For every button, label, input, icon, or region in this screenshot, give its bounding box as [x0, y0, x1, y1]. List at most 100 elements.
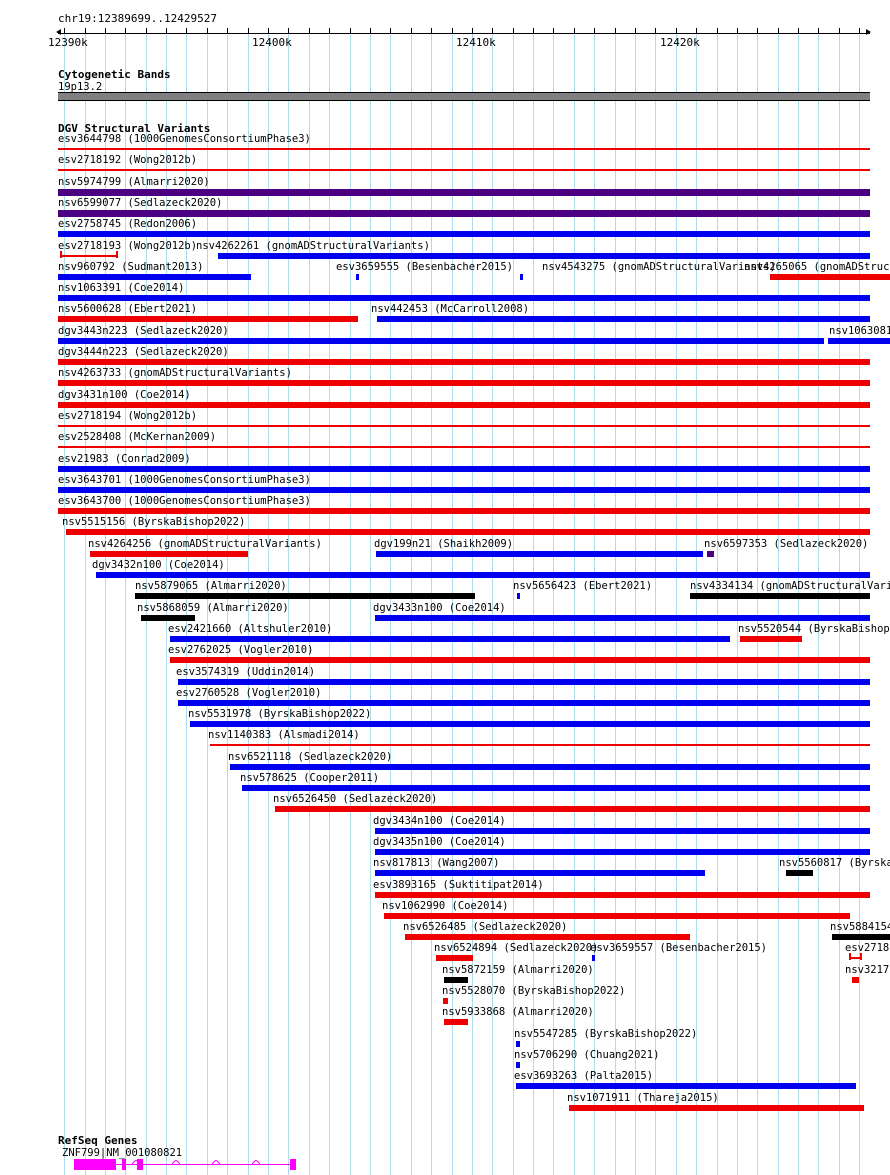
dgv-feature-label[interactable]: dgv3433n100 (Coe2014)	[373, 601, 506, 614]
dgv-feature-label[interactable]: nsv5933868 (Almarri2020)	[442, 1006, 594, 1019]
dgv-feature-label[interactable]: nsv4264256 (gnomADStructuralVariants)	[88, 537, 322, 550]
dgv-feature-bar[interactable]	[58, 446, 870, 449]
dgv-feature-bar[interactable]	[66, 529, 870, 536]
dgv-feature-label[interactable]: esv3693263 (Palta2015)	[514, 1070, 654, 1083]
dgv-feature-bar[interactable]	[852, 976, 859, 983]
dgv-feature-label[interactable]: nsv4543275 (gnomADStructuralVariants)	[542, 260, 776, 273]
dgv-feature-bar[interactable]	[60, 254, 117, 257]
dgv-feature-label[interactable]: esv2718192 (Wong2012b)	[58, 154, 198, 167]
dgv-feature-label[interactable]: nsv5547285 (ByrskaBishop2022)	[514, 1027, 698, 1040]
dgv-feature-bar[interactable]	[786, 870, 813, 877]
dgv-feature-label[interactable]: nsv5879065 (Almarri2020)	[135, 580, 287, 593]
dgv-feature-label[interactable]: nsv4263733 (gnomADStructuralVariants)	[58, 367, 292, 380]
dgv-feature-label[interactable]: nsv1062990 (Coe2014)	[382, 899, 509, 912]
dgv-feature-bar[interactable]	[230, 763, 870, 770]
dgv-feature-bar[interactable]	[178, 678, 870, 685]
dgv-feature-bar[interactable]	[58, 188, 870, 196]
dgv-feature-label[interactable]: nsv1063081	[829, 324, 890, 337]
dgv-feature-bar[interactable]	[58, 169, 870, 172]
dgv-feature-bar[interactable]	[178, 699, 870, 706]
dgv-feature-label[interactable]: esv3659555 (Besenbacher2015)	[336, 260, 514, 273]
dgv-feature-bar[interactable]	[218, 252, 870, 259]
dgv-feature-bar[interactable]	[832, 934, 890, 941]
dgv-feature-bar[interactable]	[405, 934, 690, 941]
dgv-feature-label[interactable]: esv2718193 (Wong2012b)	[58, 239, 198, 252]
dgv-feature-bar[interactable]	[375, 827, 870, 834]
dgv-feature-label[interactable]: nsv5560817 (ByrskaBishop2022)	[779, 857, 890, 870]
dgv-feature-label[interactable]: dgv3443n223 (Sedlazeck2020)	[58, 324, 229, 337]
dgv-feature-label[interactable]: esv3644798 (1000GenomesConsortiumPhase3)	[58, 133, 311, 145]
dgv-feature-label[interactable]: nsv6599077 (Sedlazeck2020)	[58, 196, 223, 209]
refseq-exon[interactable]	[74, 1159, 116, 1170]
dgv-feature-bar[interactable]	[58, 148, 870, 150]
dgv-feature-label[interactable]: esv3659557 (Besenbacher2015)	[590, 942, 768, 955]
dgv-feature-bar[interactable]	[376, 550, 703, 557]
dgv-feature-bar[interactable]	[96, 572, 870, 578]
dgv-feature-bar[interactable]	[58, 486, 870, 493]
dgv-feature-label[interactable]: nsv1071911 (Thareja2015)	[567, 1091, 719, 1104]
dgv-feature-label[interactable]: nsv5515156 (ByrskaBishop2022)	[62, 516, 246, 529]
dgv-feature-bar[interactable]	[170, 635, 730, 642]
dgv-feature-label[interactable]: esv2718194 (Wong2012b)	[58, 409, 198, 422]
dgv-feature-bar[interactable]	[58, 273, 251, 280]
dgv-feature-label[interactable]: nsv6526450 (Sedlazeck2020)	[273, 793, 438, 806]
dgv-feature-bar[interactable]	[375, 614, 870, 621]
dgv-feature-label[interactable]: nsv3217	[845, 963, 890, 976]
dgv-feature-bar[interactable]	[690, 593, 870, 600]
dgv-feature-label[interactable]: dgv199n21 (Shaikh2009)	[374, 537, 514, 550]
dgv-feature-label[interactable]: nsv4265065 (gnomADStructuralVariants)	[744, 260, 890, 273]
dgv-feature-bar[interactable]	[444, 1019, 468, 1026]
dgv-feature-bar[interactable]	[356, 273, 359, 280]
dgv-feature-bar[interactable]	[375, 848, 870, 855]
dgv-feature-label[interactable]: nsv4334134 (gnomADStructuralVariants)	[690, 580, 890, 593]
dgv-feature-bar[interactable]	[170, 657, 870, 664]
dgv-feature-label[interactable]: esv2758745 (Redon2006)	[58, 218, 198, 231]
dgv-feature-label[interactable]: nsv960792 (Sudmant2013)	[58, 260, 204, 273]
dgv-feature-bar[interactable]	[384, 912, 850, 919]
dgv-feature-bar[interactable]	[58, 465, 870, 472]
dgv-feature-bar[interactable]	[58, 316, 358, 323]
dgv-feature-bar[interactable]	[740, 635, 802, 642]
dgv-feature-bar[interactable]	[58, 380, 870, 387]
dgv-feature-label[interactable]: esv3893165 (Suktitipat2014)	[373, 878, 544, 891]
dgv-feature-bar[interactable]	[58, 209, 870, 217]
dgv-feature-bar[interactable]	[569, 1104, 864, 1111]
dgv-feature-label[interactable]: nsv817813 (Wang2007)	[373, 857, 500, 870]
dgv-feature-label[interactable]: esv2528408 (McKernan2009)	[58, 431, 217, 444]
dgv-feature-bar[interactable]	[516, 1040, 520, 1047]
dgv-feature-bar[interactable]	[443, 998, 448, 1004]
dgv-feature-label[interactable]: nsv5528070 (ByrskaBishop2022)	[442, 985, 626, 997]
dgv-feature-bar[interactable]	[770, 273, 890, 280]
refseq-exon[interactable]	[290, 1159, 296, 1170]
dgv-feature-bar[interactable]	[516, 1061, 520, 1068]
dgv-feature-label[interactable]: nsv5706290 (Chuang2021)	[514, 1048, 660, 1061]
dgv-feature-label[interactable]: nsv1140383 (Alsmadi2014)	[208, 729, 360, 742]
dgv-feature-label[interactable]: nsv6521118 (Sedlazeck2020)	[228, 750, 393, 763]
dgv-feature-label[interactable]: esv2760528 (Vogler2010)	[176, 686, 322, 699]
dgv-feature-bar[interactable]	[707, 550, 714, 557]
dgv-feature-label[interactable]: esv3574319 (Uddin2014)	[176, 665, 316, 678]
dgv-feature-bar[interactable]	[58, 401, 870, 408]
dgv-feature-bar[interactable]	[375, 870, 705, 877]
dgv-feature-label[interactable]: nsv4262261 (gnomADStructuralVariants)	[196, 239, 430, 252]
dgv-feature-label[interactable]: nsv5656423 (Ebert2021)	[513, 580, 653, 593]
dgv-feature-bar[interactable]	[58, 231, 870, 238]
dgv-feature-bar[interactable]	[520, 273, 523, 280]
dgv-feature-label[interactable]: nsv5974799 (Almarri2020)	[58, 175, 210, 188]
dgv-feature-bar[interactable]	[377, 316, 870, 323]
dgv-feature-bar[interactable]	[141, 614, 195, 621]
dgv-feature-bar[interactable]	[58, 359, 870, 365]
dgv-feature-label[interactable]: nsv5884154	[830, 921, 890, 934]
dgv-feature-label[interactable]: nsv6524894 (Sedlazeck2020)	[434, 942, 599, 955]
dgv-feature-label[interactable]: nsv5868059 (Almarri2020)	[137, 601, 289, 614]
refseq-exon[interactable]	[122, 1159, 126, 1170]
dgv-feature-label[interactable]: dgv3432n100 (Coe2014)	[92, 559, 225, 571]
dgv-feature-bar[interactable]	[828, 337, 890, 344]
dgv-feature-bar[interactable]	[849, 957, 861, 960]
dgv-feature-bar[interactable]	[58, 295, 870, 302]
dgv-feature-label[interactable]: esv2762025 (Vogler2010)	[168, 644, 314, 657]
dgv-feature-label[interactable]: esv2421660 (Altshuler2010)	[168, 622, 333, 635]
refseq-exon[interactable]	[137, 1159, 143, 1170]
dgv-feature-label[interactable]: esv3643701 (1000GenomesConsortiumPhase3)	[58, 473, 311, 486]
dgv-feature-bar[interactable]	[210, 744, 870, 747]
